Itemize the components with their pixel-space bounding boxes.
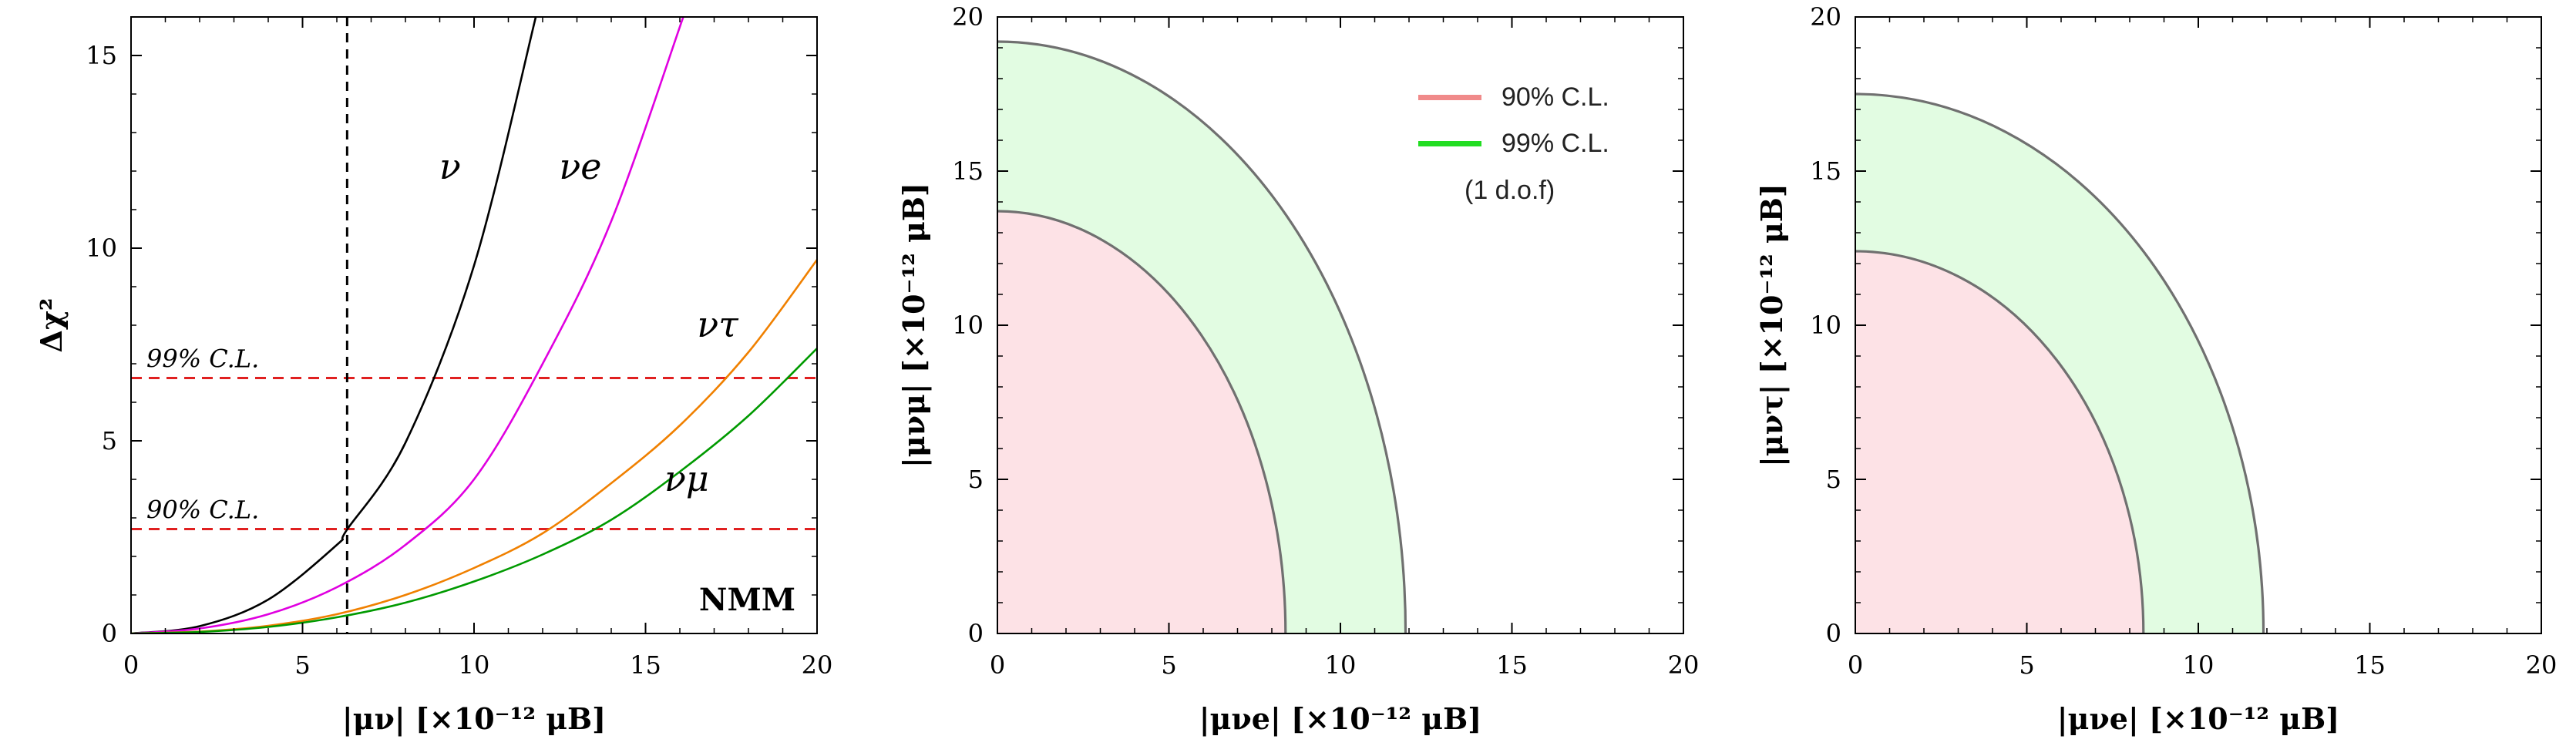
chart-3-plot <box>1855 92 2265 634</box>
x-tick-label: 10 <box>1325 650 1357 680</box>
y-tick-label: 5 <box>102 426 117 455</box>
legend-label-99: 99% C.L. <box>1502 128 1609 158</box>
legend-note: (1 d.o.f) <box>1465 176 1555 205</box>
x-tick-label: 20 <box>1668 650 1700 680</box>
reference-label-1: 90% C.L. <box>146 496 259 525</box>
curve-label-0: ν <box>439 146 461 187</box>
x-tick-label: 20 <box>2526 650 2558 680</box>
y-tick-label: 5 <box>968 465 984 494</box>
y-tick-label: 15 <box>86 41 117 70</box>
series-line-3 <box>131 348 817 633</box>
curve-label-1: νe <box>559 146 601 187</box>
y-tick-label: 15 <box>952 156 984 186</box>
region-boundary-99-cl <box>997 40 1407 634</box>
y-tick-label: 5 <box>1826 465 1841 494</box>
y-tick-label: 10 <box>952 311 984 340</box>
y-tick-label: 0 <box>1826 619 1841 648</box>
x-tick-label: 20 <box>802 650 833 680</box>
region-boundary-90-cl <box>997 210 1287 634</box>
y-tick-label: 0 <box>102 619 117 648</box>
annotation-nmm: NMM <box>699 582 795 618</box>
x-tick-label: 15 <box>2354 650 2386 680</box>
axes-0: 0 5 10 15 20 0 5 10 15 |μν| [×10⁻¹² μB] Δχ² <box>34 16 833 736</box>
region-fill-90-cl <box>1855 251 2144 633</box>
x-tick-label: 0 <box>990 650 1005 680</box>
curve-label-2: ντ <box>697 304 739 345</box>
region-boundary-90-cl <box>1855 250 2145 634</box>
legend-label-90: 90% C.L. <box>1502 82 1609 112</box>
axes-2: 0 5 10 15 20 0 5 10 15 20 |μνe| [×10⁻¹² μB] |μντ| [… <box>1754 2 2557 736</box>
series-line-0 <box>131 17 537 633</box>
legend-item-99: 99% C.L. <box>1418 128 1609 159</box>
legend-swatch-90 <box>1418 94 1481 100</box>
y-tick-label: 10 <box>1810 311 1841 340</box>
legend: 90% C.L. 99% C.L. (1 d.o.f) <box>1418 77 1650 216</box>
region-boundary-99-cl <box>1855 92 2265 634</box>
legend-swatch-99 <box>1418 140 1481 146</box>
legend-item-90: 90% C.L. <box>1418 82 1609 113</box>
y-tick-label: 10 <box>86 234 117 263</box>
x-axis-label-2: |μνe| [×10⁻¹² μB] <box>2057 701 2339 736</box>
x-tick-label: 5 <box>294 650 310 680</box>
y-tick-label: 0 <box>968 619 984 648</box>
x-axis-label-0: |μν| [×10⁻¹² μB] <box>342 701 606 736</box>
x-tick-label: 10 <box>2183 650 2214 680</box>
y-tick-label: 20 <box>1810 2 1841 32</box>
region-fill-90-cl <box>997 211 1286 633</box>
x-tick-label: 15 <box>630 650 661 680</box>
y-axis-label-0: Δχ² <box>34 297 69 352</box>
series-line-1 <box>131 17 684 633</box>
curve-label-3: νμ <box>664 458 709 499</box>
x-tick-label: 15 <box>1496 650 1528 680</box>
chart-1-plot <box>131 17 817 633</box>
x-tick-label: 5 <box>1161 650 1176 680</box>
axes-1: 0 5 10 15 20 0 5 10 15 20 |μνe| [×10⁻¹² μB] |μνμ| [… <box>896 2 1699 736</box>
x-tick-label: 0 <box>123 650 139 680</box>
y-tick-label: 15 <box>1810 156 1841 186</box>
y-axis-label-2: |μντ| [×10⁻¹² μB] <box>1754 183 1789 467</box>
x-axis-label-1: |μνe| [×10⁻¹² μB] <box>1199 701 1481 736</box>
reference-label-0: 99% C.L. <box>146 344 259 374</box>
x-tick-label: 10 <box>459 650 490 680</box>
chart-2-plot <box>997 40 1407 634</box>
y-tick-label: 20 <box>952 2 984 32</box>
x-tick-label: 0 <box>1848 650 1863 680</box>
x-tick-label: 5 <box>2019 650 2034 680</box>
y-axis-label-1: |μνμ| [×10⁻¹² μB] <box>896 183 931 468</box>
